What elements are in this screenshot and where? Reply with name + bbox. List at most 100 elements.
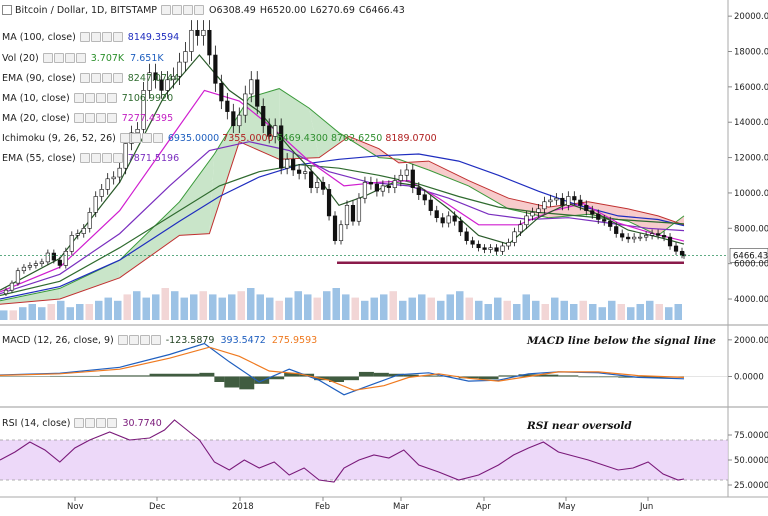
close-icon[interactable] — [107, 93, 117, 103]
candle-body — [620, 234, 624, 238]
eye-icon[interactable] — [118, 335, 128, 345]
settings-icon[interactable] — [172, 5, 182, 15]
add-icon[interactable] — [183, 5, 193, 15]
indicator-controls[interactable] — [120, 133, 163, 143]
close-icon[interactable] — [113, 73, 123, 83]
candle-body — [22, 267, 26, 271]
eye-icon[interactable] — [80, 32, 90, 42]
legend-ma100[interactable]: MA (100, close) 8149.3594 — [2, 30, 185, 44]
volume-bar — [637, 304, 645, 320]
add-icon[interactable] — [96, 113, 106, 123]
settings-icon[interactable] — [54, 53, 64, 63]
eye-icon[interactable] — [74, 418, 84, 428]
candle-body — [644, 235, 648, 237]
candle-body — [549, 200, 553, 202]
close-icon[interactable] — [194, 5, 204, 15]
volume-bar — [551, 298, 559, 320]
volume-bar — [542, 304, 550, 320]
ohlc-high: H6520.00 — [260, 5, 306, 16]
volume-bar — [67, 307, 75, 320]
settings-icon[interactable] — [85, 93, 95, 103]
candle-body — [315, 182, 319, 187]
settings-icon[interactable] — [85, 113, 95, 123]
add-icon[interactable] — [96, 93, 106, 103]
volume-bar — [627, 307, 635, 320]
time-tick-label: Dec — [149, 502, 166, 512]
candle-body — [82, 228, 86, 233]
settings-icon[interactable] — [91, 73, 101, 83]
volume-bar — [513, 304, 521, 320]
macd-histogram-bar — [374, 373, 389, 377]
legend-ema90[interactable]: EMA (90, close) 8247.0744 — [2, 71, 185, 85]
settings-icon[interactable] — [85, 418, 95, 428]
add-icon[interactable] — [102, 153, 112, 163]
candle-body — [369, 182, 373, 184]
rsi-tick-label: 25.0000 — [734, 481, 768, 491]
legend-ema55[interactable]: EMA (55, close) 7871.5196 — [2, 151, 185, 165]
volume-bar — [314, 298, 322, 320]
indicator-controls[interactable] — [43, 53, 86, 63]
add-icon[interactable] — [102, 73, 112, 83]
candle-body — [441, 218, 445, 223]
legend-ma20[interactable]: MA (20, close) 7277.4395 — [2, 111, 179, 125]
eye-icon[interactable] — [120, 133, 130, 143]
add-icon[interactable] — [140, 335, 150, 345]
eye-icon[interactable] — [74, 113, 84, 123]
indicator-controls[interactable] — [80, 73, 123, 83]
indicator-controls[interactable] — [74, 93, 117, 103]
indicator-controls[interactable] — [118, 335, 161, 345]
candle-body — [531, 212, 535, 216]
settings-icon[interactable] — [131, 133, 141, 143]
eye-icon[interactable] — [80, 153, 90, 163]
indicator-controls[interactable] — [80, 32, 123, 42]
macd-histogram-bar — [479, 377, 499, 380]
add-icon[interactable] — [102, 32, 112, 42]
indicator-controls[interactable] — [74, 418, 117, 428]
volume-bar — [437, 301, 445, 320]
volume-bar — [190, 294, 198, 320]
add-icon[interactable] — [96, 418, 106, 428]
indicator-controls[interactable] — [74, 113, 117, 123]
settings-icon[interactable] — [91, 32, 101, 42]
candle-body — [255, 80, 259, 107]
collapse-icon[interactable] — [2, 5, 12, 15]
candle-body — [567, 196, 571, 205]
close-icon[interactable] — [107, 418, 117, 428]
candle-body — [4, 290, 8, 294]
series-controls[interactable] — [161, 5, 204, 15]
eye-icon[interactable] — [80, 73, 90, 83]
macd-histogram-bar — [359, 372, 374, 377]
candle-body — [309, 172, 313, 188]
volume-bar — [656, 304, 664, 320]
candle-body — [184, 52, 188, 63]
close-icon[interactable] — [113, 32, 123, 42]
candle-body — [58, 260, 62, 265]
macd-tick-label: 2000.0000 — [734, 336, 768, 346]
close-icon[interactable] — [151, 335, 161, 345]
candle-body — [190, 30, 194, 51]
candle-body — [656, 234, 660, 236]
indicator-controls[interactable] — [80, 153, 123, 163]
candle-body — [495, 248, 499, 252]
eye-icon[interactable] — [161, 5, 171, 15]
close-icon[interactable] — [113, 153, 123, 163]
add-icon[interactable] — [142, 133, 152, 143]
legend-ma10[interactable]: MA (10, close) 7106.9920 — [2, 91, 179, 105]
rsi-tick-label: 50.0000 — [734, 456, 768, 466]
candle-body — [327, 189, 331, 216]
close-icon[interactable] — [76, 53, 86, 63]
legend-rsi[interactable]: RSI (14, close) 30.7740 — [2, 416, 168, 430]
legend-ichimoku[interactable]: Ichimoku (9, 26, 52, 26) 6935.0000 7355.… — [2, 131, 443, 145]
add-icon[interactable] — [65, 53, 75, 63]
settings-icon[interactable] — [129, 335, 139, 345]
eye-icon[interactable] — [43, 53, 53, 63]
volume-bar — [428, 298, 436, 320]
settings-icon[interactable] — [91, 153, 101, 163]
time-tick-label: Mar — [393, 502, 410, 512]
close-icon[interactable] — [107, 113, 117, 123]
legend-volume[interactable]: Vol (20) 3.707K 7.651K — [2, 51, 170, 65]
close-icon[interactable] — [153, 133, 163, 143]
eye-icon[interactable] — [74, 93, 84, 103]
volume-bar — [200, 291, 208, 320]
legend-macd[interactable]: MACD (12, 26, close, 9) -123.5879 393.54… — [2, 333, 323, 347]
